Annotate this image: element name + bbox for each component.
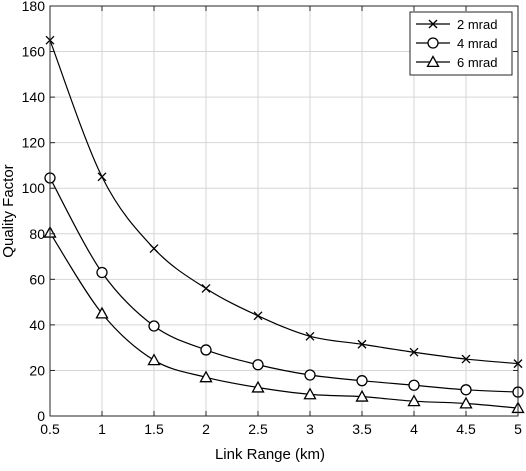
series-line [49,232,519,409]
y-axis-label: Quality Factor [0,164,17,257]
x-marker-stroke [357,339,367,349]
legend-item: 2 mrad [416,17,497,32]
y-tick-label: 80 [29,226,45,242]
x-tick-label: 4.5 [456,421,476,437]
legend-label: 2 mrad [457,17,497,32]
series-layer [43,35,525,414]
legend-item: 4 mrad [416,36,497,51]
y-tick-label: 120 [22,135,46,151]
circle-marker [252,359,264,371]
y-tick-label: 160 [22,44,46,60]
circle-marker [200,344,212,356]
x-marker [305,331,315,341]
x-marker-stroke [461,354,471,364]
y-tick-label: 0 [37,408,45,424]
triangle-marker [355,389,369,402]
series-x [45,35,523,369]
y-tick-label: 100 [22,180,46,196]
x-marker [97,172,107,182]
circle-marker [96,266,108,279]
triangle-marker [426,55,440,68]
triangle-marker [407,394,421,407]
x-marker [201,283,211,293]
triangle-marker [303,387,317,400]
x-marker-stroke [409,347,419,357]
axes-frame [49,5,519,417]
circle-marker [427,37,439,49]
triangle-marker [459,396,473,409]
x-tick-label: 1.5 [144,421,164,437]
y-tick-label: 20 [29,362,45,378]
x-tick-label: 3 [306,421,314,437]
y-tick-label: 40 [29,317,45,333]
x-tick-label: 1 [98,421,106,437]
legend-label: 4 mrad [457,36,497,51]
x-marker-stroke [201,283,211,293]
x-marker-stroke [428,19,438,29]
x-tick-label: 2.5 [248,421,268,437]
series-line [49,177,519,393]
triangle-marker [147,353,161,366]
x-marker [149,244,159,254]
x-tick-label: 0.5 [40,421,60,437]
x-tick-label: 2 [202,421,210,437]
x-marker-stroke [253,311,263,321]
x-tick-label: 5 [514,421,522,437]
legend-label: 6 mrad [457,55,497,70]
legend-item: 6 mrad [416,55,497,70]
triangle-marker [199,370,213,383]
y-tick-label: 180 [22,0,46,14]
y-tick-label: 60 [29,271,45,287]
circle-marker [460,384,472,396]
triangle-marker [251,380,265,393]
x-marker [409,347,419,357]
x-marker [461,354,471,364]
x-marker [253,311,263,321]
legend: 2 mrad 4 mrad 6 mrad [409,11,513,76]
series-triangle [43,225,525,414]
x-axis-label: Link Range (km) [215,446,325,463]
plot-frame [49,5,519,417]
x-marker [357,339,367,349]
circle-marker [304,369,316,381]
x-marker-stroke [97,172,107,182]
x-tick-label: 4 [410,421,418,437]
tick-labels: 0.5 1 1.5 2 2.5 3 3.5 4 4.5 5 0 20 40 60 80 100 120 140 16… [22,0,522,437]
y-tick-label: 140 [22,89,46,105]
x-tick-label: 3.5 [352,421,372,437]
x-marker-stroke [305,331,315,341]
triangle-marker [95,306,109,319]
x-marker-stroke [149,244,159,254]
circle-marker [356,375,368,387]
x-marker [428,19,438,29]
circle-marker [408,379,420,391]
circle-marker [148,320,160,332]
